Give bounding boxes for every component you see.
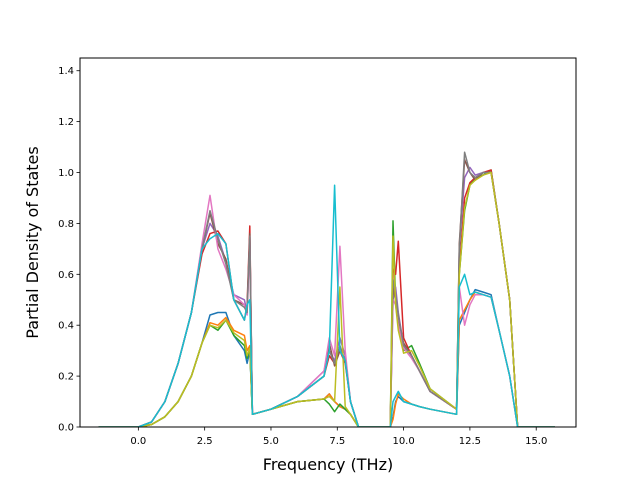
series-line-9 xyxy=(98,171,555,427)
x-tick-label: 12.5 xyxy=(459,436,481,447)
x-tick-label: 7.5 xyxy=(329,436,345,447)
x-axis-label: Frequency (THz) xyxy=(263,455,393,474)
plot-frame xyxy=(79,57,577,428)
y-tick-label: 0.8 xyxy=(58,219,74,230)
x-tick-label: 5.0 xyxy=(263,436,279,447)
y-tick-label: 1.2 xyxy=(58,117,74,128)
x-axis: 0.0 2.5 5.0 7.5 10.0 12.5 15.0 xyxy=(130,427,547,447)
x-tick-label: 10.0 xyxy=(392,436,414,447)
y-tick-label: 0.4 xyxy=(58,321,74,332)
y-axis-label: Partial Density of States xyxy=(23,146,42,338)
series-line-7 xyxy=(98,194,555,427)
y-tick-label: 1.4 xyxy=(58,66,74,77)
y-tick-label: 0.6 xyxy=(58,270,74,281)
y-axis: 0.0 0.2 0.4 0.6 0.8 1.0 1.2 1.4 xyxy=(58,66,80,434)
plot-area xyxy=(80,58,576,427)
x-tick-label: 0.0 xyxy=(130,436,146,447)
y-tick-label: 0.2 xyxy=(58,372,74,383)
series-layer xyxy=(98,151,555,427)
x-tick-label: 15.0 xyxy=(525,436,547,447)
y-tick-label: 1.0 xyxy=(58,168,74,179)
series-line-10 xyxy=(98,184,555,427)
y-tick-label: 0.0 xyxy=(58,423,74,434)
x-tick-label: 2.5 xyxy=(197,436,213,447)
